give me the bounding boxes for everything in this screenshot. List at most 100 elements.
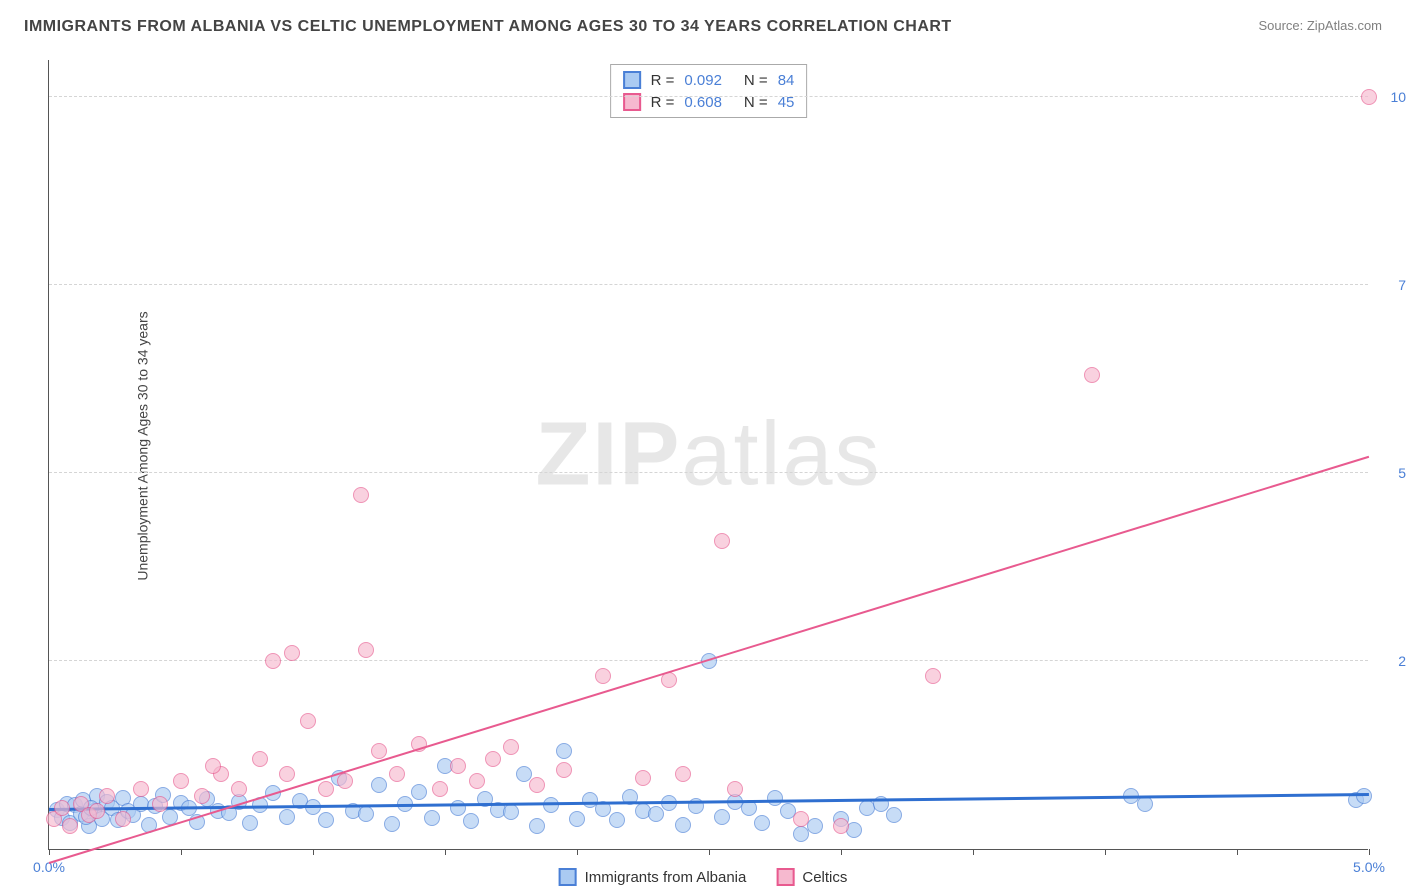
- series-legend: Immigrants from Albania Celtics: [559, 868, 848, 886]
- scatter-point: [411, 784, 427, 800]
- scatter-point: [485, 751, 501, 767]
- scatter-point: [318, 781, 334, 797]
- x-tick: [181, 849, 182, 855]
- watermark-bold: ZIP: [535, 404, 681, 504]
- scatter-point: [503, 739, 519, 755]
- legend-n-value: 84: [778, 72, 795, 89]
- scatter-point: [1356, 788, 1372, 804]
- scatter-point: [284, 645, 300, 661]
- scatter-point: [265, 653, 281, 669]
- scatter-point: [469, 773, 485, 789]
- scatter-point: [595, 668, 611, 684]
- scatter-point: [714, 533, 730, 549]
- chart-title: IMMIGRANTS FROM ALBANIA VS CELTIC UNEMPL…: [24, 18, 952, 36]
- legend-r-label: R =: [651, 72, 675, 89]
- scatter-point: [543, 797, 559, 813]
- x-tick: [49, 849, 50, 855]
- scatter-point: [424, 810, 440, 826]
- scatter-point: [152, 796, 168, 812]
- scatter-point: [54, 800, 70, 816]
- scatter-point: [556, 743, 572, 759]
- scatter-point: [450, 800, 466, 816]
- scatter-point: [242, 815, 258, 831]
- x-tick: [313, 849, 314, 855]
- scatter-point: [99, 788, 115, 804]
- scatter-point: [556, 762, 572, 778]
- scatter-point: [279, 809, 295, 825]
- scatter-point: [529, 818, 545, 834]
- scatter-point: [516, 766, 532, 782]
- scatter-point: [337, 773, 353, 789]
- scatter-point: [675, 766, 691, 782]
- gridline: [49, 96, 1368, 97]
- y-tick-label: 75.0%: [1378, 277, 1406, 293]
- scatter-point: [1361, 89, 1377, 105]
- x-tick: [577, 849, 578, 855]
- gridline: [49, 472, 1368, 473]
- scatter-point: [205, 758, 221, 774]
- scatter-point: [115, 811, 131, 827]
- legend-item: Immigrants from Albania: [559, 868, 747, 886]
- correlation-legend: R =0.092N =84R =0.608N =45: [610, 64, 808, 118]
- legend-row: R = 0.092 N = 84: [623, 69, 795, 91]
- x-tick: [1369, 849, 1370, 855]
- scatter-point: [389, 766, 405, 782]
- scatter-point: [529, 777, 545, 793]
- scatter-point: [569, 811, 585, 827]
- scatter-point: [793, 811, 809, 827]
- scatter-point: [371, 777, 387, 793]
- scatter-point: [318, 812, 334, 828]
- scatter-point: [300, 713, 316, 729]
- scatter-point: [925, 668, 941, 684]
- scatter-point: [358, 642, 374, 658]
- scatter-point: [609, 812, 625, 828]
- legend-n-label: N =: [744, 72, 768, 89]
- scatter-point: [727, 781, 743, 797]
- scatter-point: [353, 487, 369, 503]
- scatter-point: [173, 773, 189, 789]
- x-tick-label: 5.0%: [1353, 859, 1385, 875]
- legend-swatch: [559, 868, 577, 886]
- scatter-plot-area: ZIPatlas R =0.092N =84R =0.608N =45 25.0…: [48, 60, 1368, 850]
- x-tick: [709, 849, 710, 855]
- scatter-point: [252, 751, 268, 767]
- scatter-point: [833, 818, 849, 834]
- scatter-point: [886, 807, 902, 823]
- source-label: Source: ZipAtlas.com: [1258, 18, 1382, 33]
- scatter-point: [358, 806, 374, 822]
- x-tick: [1105, 849, 1106, 855]
- scatter-point: [463, 813, 479, 829]
- watermark-rest: atlas: [681, 404, 881, 504]
- scatter-point: [767, 790, 783, 806]
- legend-item-label: Celtics: [802, 869, 847, 886]
- scatter-point: [648, 806, 664, 822]
- scatter-point: [133, 781, 149, 797]
- scatter-point: [450, 758, 466, 774]
- scatter-point: [675, 817, 691, 833]
- x-tick: [973, 849, 974, 855]
- scatter-point: [194, 788, 210, 804]
- gridline: [49, 284, 1368, 285]
- legend-item-label: Immigrants from Albania: [585, 869, 747, 886]
- watermark: ZIPatlas: [535, 403, 881, 506]
- x-tick: [841, 849, 842, 855]
- scatter-point: [89, 803, 105, 819]
- scatter-point: [635, 770, 651, 786]
- legend-swatch: [623, 71, 641, 89]
- scatter-point: [1084, 367, 1100, 383]
- scatter-point: [62, 818, 78, 834]
- scatter-point: [503, 804, 519, 820]
- y-tick-label: 50.0%: [1378, 465, 1406, 481]
- scatter-point: [432, 781, 448, 797]
- legend-r-value: 0.092: [684, 72, 722, 89]
- scatter-point: [714, 809, 730, 825]
- scatter-point: [279, 766, 295, 782]
- y-tick-label: 25.0%: [1378, 653, 1406, 669]
- scatter-point: [754, 815, 770, 831]
- y-tick-label: 100.0%: [1378, 89, 1406, 105]
- scatter-point: [231, 781, 247, 797]
- legend-item: Celtics: [776, 868, 847, 886]
- x-tick: [1237, 849, 1238, 855]
- legend-swatch: [776, 868, 794, 886]
- scatter-point: [371, 743, 387, 759]
